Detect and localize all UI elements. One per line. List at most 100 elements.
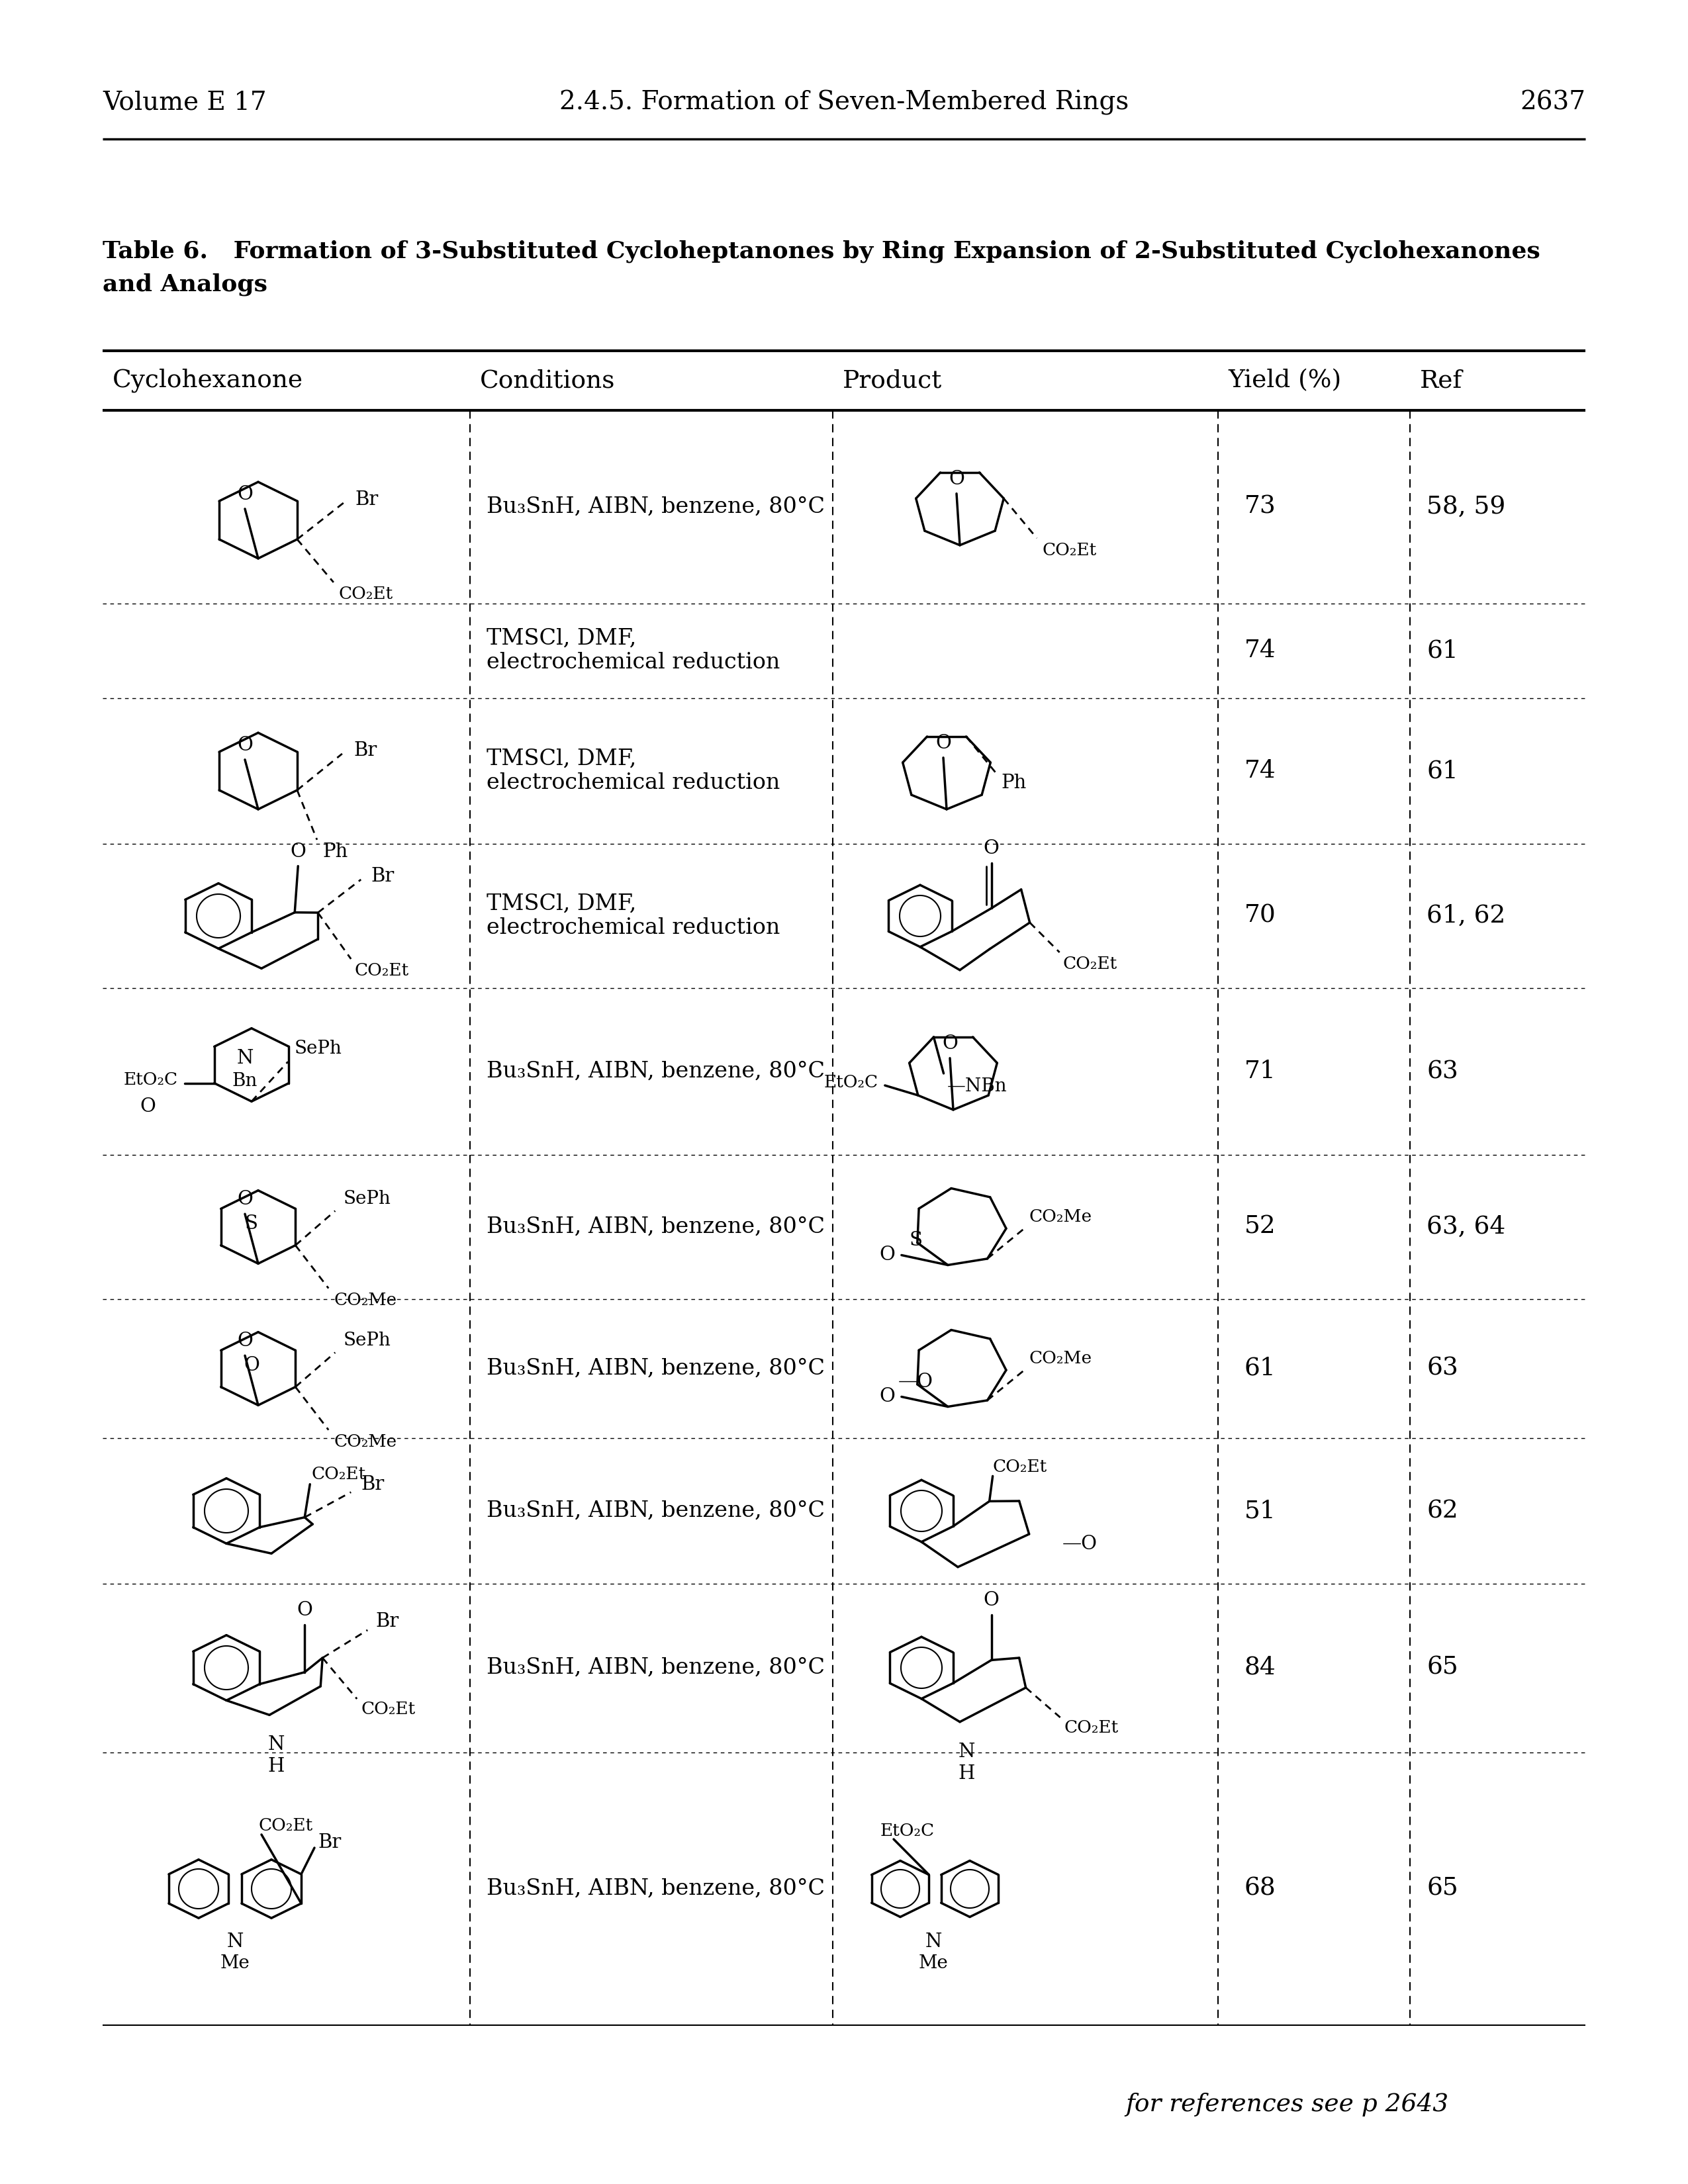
Text: SePh: SePh xyxy=(295,1040,343,1057)
Text: electrochemical reduction: electrochemical reduction xyxy=(486,651,780,673)
Text: Bu₃SnH, AIBN, benzene, 80°C: Bu₃SnH, AIBN, benzene, 80°C xyxy=(486,1216,825,1238)
Text: O: O xyxy=(290,843,306,860)
Text: Yield (%): Yield (%) xyxy=(1227,369,1342,393)
Text: and Analogs: and Analogs xyxy=(103,273,267,297)
Text: Br: Br xyxy=(371,867,395,885)
Text: 51: 51 xyxy=(1244,1498,1276,1522)
Text: O: O xyxy=(297,1601,312,1618)
Text: SePh: SePh xyxy=(343,1332,390,1350)
Text: CO₂Et: CO₂Et xyxy=(993,1459,1047,1474)
Text: 63: 63 xyxy=(1426,1059,1458,1083)
Text: CO₂Me: CO₂Me xyxy=(1030,1208,1092,1225)
Text: EtO₂C: EtO₂C xyxy=(123,1072,177,1088)
Text: SePh: SePh xyxy=(343,1190,390,1208)
Text: 71: 71 xyxy=(1244,1059,1276,1083)
Text: Me: Me xyxy=(918,1955,949,1972)
Text: TMSCl, DMF,: TMSCl, DMF, xyxy=(486,629,636,649)
Text: 62: 62 xyxy=(1426,1498,1458,1522)
Text: Br: Br xyxy=(356,491,378,509)
Text: 61: 61 xyxy=(1426,760,1458,782)
Text: O: O xyxy=(236,1190,253,1208)
Text: Br: Br xyxy=(354,740,378,760)
Text: N: N xyxy=(925,1933,942,1950)
Text: Ph: Ph xyxy=(322,843,348,860)
Text: O: O xyxy=(942,1035,957,1053)
Text: EtO₂C: EtO₂C xyxy=(824,1075,878,1090)
Text: O: O xyxy=(140,1096,155,1116)
Text: —O: —O xyxy=(1062,1535,1097,1553)
Text: CO₂Et: CO₂Et xyxy=(1063,957,1117,972)
Text: 61, 62: 61, 62 xyxy=(1426,904,1506,928)
Text: O: O xyxy=(236,736,253,753)
Text: S: S xyxy=(245,1214,258,1232)
Text: TMSCl, DMF,: TMSCl, DMF, xyxy=(486,893,636,915)
Text: —O: —O xyxy=(898,1374,933,1391)
Text: O: O xyxy=(984,1592,999,1610)
Text: Ph: Ph xyxy=(1001,773,1026,793)
Text: CO₂Et: CO₂Et xyxy=(1041,542,1097,559)
Text: O: O xyxy=(879,1387,895,1406)
Text: 52: 52 xyxy=(1244,1214,1276,1238)
Text: H: H xyxy=(268,1758,285,1776)
Text: O: O xyxy=(879,1245,895,1265)
Text: Bu₃SnH, AIBN, benzene, 80°C: Bu₃SnH, AIBN, benzene, 80°C xyxy=(486,1061,825,1081)
Text: Volume E 17: Volume E 17 xyxy=(103,90,267,116)
Text: TMSCl, DMF,: TMSCl, DMF, xyxy=(486,749,636,769)
Text: 74: 74 xyxy=(1244,638,1276,662)
Text: CO₂Et: CO₂Et xyxy=(339,585,393,603)
Text: CO₂Me: CO₂Me xyxy=(334,1293,397,1308)
Text: Br: Br xyxy=(361,1474,385,1494)
Text: CO₂Et: CO₂Et xyxy=(1063,1719,1119,1736)
Text: Bu₃SnH, AIBN, benzene, 80°C: Bu₃SnH, AIBN, benzene, 80°C xyxy=(486,1358,825,1380)
Text: O: O xyxy=(949,470,964,489)
Text: 63, 64: 63, 64 xyxy=(1426,1214,1506,1238)
Text: O: O xyxy=(236,485,253,505)
Text: 84: 84 xyxy=(1244,1655,1276,1679)
Text: CO₂Et: CO₂Et xyxy=(354,963,408,978)
Text: Bu₃SnH, AIBN, benzene, 80°C: Bu₃SnH, AIBN, benzene, 80°C xyxy=(486,1500,825,1522)
Text: 74: 74 xyxy=(1244,760,1276,782)
Text: 58, 59: 58, 59 xyxy=(1426,496,1506,520)
Text: 65: 65 xyxy=(1426,1655,1458,1679)
Text: CO₂Et: CO₂Et xyxy=(361,1701,415,1719)
Text: electrochemical reduction: electrochemical reduction xyxy=(486,773,780,793)
Text: Bu₃SnH, AIBN, benzene, 80°C: Bu₃SnH, AIBN, benzene, 80°C xyxy=(486,496,825,518)
Text: 73: 73 xyxy=(1244,496,1276,520)
Text: 61: 61 xyxy=(1426,638,1458,662)
Text: O: O xyxy=(984,839,999,858)
Text: N: N xyxy=(268,1736,285,1754)
Text: Br: Br xyxy=(317,1832,341,1852)
Text: Me: Me xyxy=(219,1955,250,1972)
Text: CO₂Et: CO₂Et xyxy=(258,1817,312,1835)
Text: Formation of 3-Substituted Cycloheptanones by Ring Expansion of 2-Substituted Cy: Formation of 3-Substituted Cycloheptanon… xyxy=(225,240,1539,262)
Text: Table 6.: Table 6. xyxy=(103,240,208,262)
Text: Bn: Bn xyxy=(233,1072,258,1090)
Text: 61: 61 xyxy=(1244,1356,1276,1380)
Text: Cyclohexanone: Cyclohexanone xyxy=(113,369,304,393)
Text: Ref: Ref xyxy=(1420,369,1462,393)
Text: S: S xyxy=(908,1232,922,1249)
Text: N: N xyxy=(226,1933,243,1950)
Text: electrochemical reduction: electrochemical reduction xyxy=(486,917,780,939)
Text: 70: 70 xyxy=(1244,904,1276,928)
Text: CO₂Me: CO₂Me xyxy=(1030,1350,1092,1367)
Text: Br: Br xyxy=(375,1612,398,1631)
Text: for references see p 2643: for references see p 2643 xyxy=(1126,2092,1448,2116)
Text: 68: 68 xyxy=(1244,1876,1276,1900)
Text: N: N xyxy=(236,1048,253,1068)
Text: 2637: 2637 xyxy=(1519,90,1585,116)
Text: O: O xyxy=(243,1356,260,1374)
Text: 2.4.5. Formation of Seven-Membered Rings: 2.4.5. Formation of Seven-Membered Rings xyxy=(559,90,1129,116)
Text: CO₂Me: CO₂Me xyxy=(334,1433,397,1450)
Text: Product: Product xyxy=(842,369,942,393)
Text: —NBn: —NBn xyxy=(947,1077,1008,1096)
Text: 65: 65 xyxy=(1426,1876,1458,1900)
Text: Conditions: Conditions xyxy=(479,369,614,393)
Text: 63: 63 xyxy=(1426,1356,1458,1380)
Text: EtO₂C: EtO₂C xyxy=(881,1821,935,1839)
Text: Bu₃SnH, AIBN, benzene, 80°C: Bu₃SnH, AIBN, benzene, 80°C xyxy=(486,1878,825,1900)
Text: O: O xyxy=(236,1332,253,1350)
Text: O: O xyxy=(935,734,952,751)
Text: H: H xyxy=(959,1765,976,1782)
Text: Bu₃SnH, AIBN, benzene, 80°C: Bu₃SnH, AIBN, benzene, 80°C xyxy=(486,1658,825,1677)
